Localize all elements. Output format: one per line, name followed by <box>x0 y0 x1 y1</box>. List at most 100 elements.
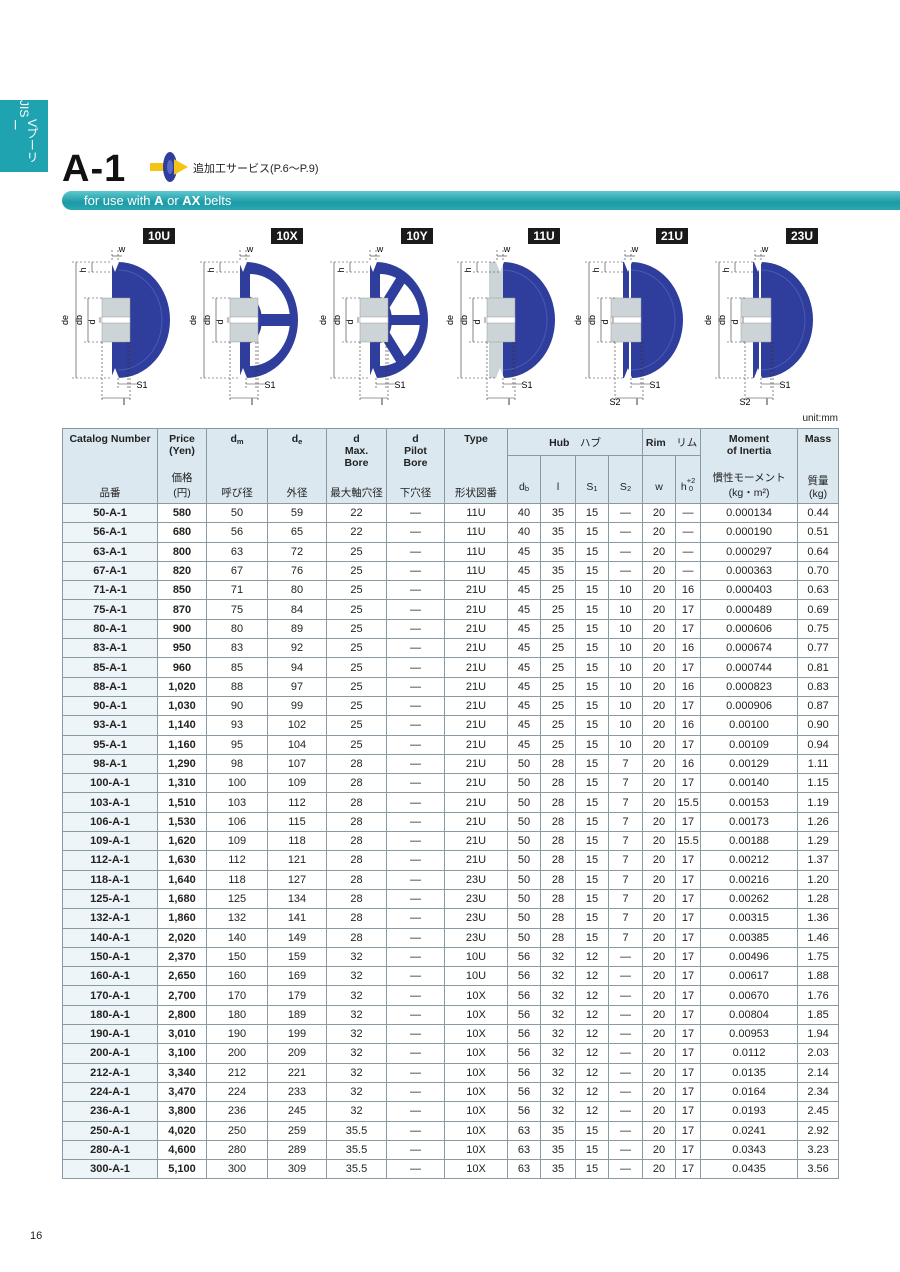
table-cell: 125-A-1 <box>62 888 158 910</box>
table-cell: 20 <box>642 1101 677 1122</box>
table-row: 56-A-1 680 56 65 22—11U 40 35 15—20—0.000190 0.5… <box>62 522 840 543</box>
table-cell: 32 <box>326 1081 387 1103</box>
header-box: Catalog Number 品番 <box>63 429 157 503</box>
table-cell: 140-A-1 <box>62 927 158 948</box>
table-cell: 0.90 <box>797 715 840 736</box>
table-cell: 17 <box>675 869 702 890</box>
table-cell: 109 <box>267 773 327 794</box>
table-cell: 32 <box>540 1043 576 1064</box>
table-cell: 83-A-1 <box>62 638 158 659</box>
table-cell: 212 <box>206 1062 268 1083</box>
table-cell: 32 <box>540 985 576 1006</box>
table-cell: 3,470 <box>157 1081 207 1103</box>
table-cell: 1,310 <box>157 773 207 794</box>
table-cell: 15 <box>575 888 609 910</box>
table-cell: 20 <box>642 618 677 640</box>
table-cell: 0.77 <box>797 638 840 659</box>
table-cell: 32 <box>540 1062 576 1083</box>
table-cell: 125 <box>206 888 268 910</box>
table-cell: 20 <box>642 773 677 794</box>
table-cell: 90-A-1 <box>62 695 158 717</box>
table-cell: 2.14 <box>797 1062 840 1083</box>
table-cell: 25 <box>540 695 576 717</box>
table-row: 300-A-1 5,100 300 309 35.5—10X 63 35 15—20 17 0.0… <box>62 1159 840 1180</box>
groove <box>624 262 632 272</box>
table-cell: 99 <box>267 695 327 717</box>
table-cell: — <box>386 792 445 813</box>
table-cell: — <box>386 522 445 543</box>
table-cell: 15 <box>575 1139 609 1161</box>
table-cell: 209 <box>267 1043 327 1064</box>
table-cell: 35 <box>540 1139 576 1161</box>
table-cell: 71-A-1 <box>62 580 158 601</box>
table-cell: 50 <box>206 502 268 524</box>
table-cell: 84 <box>267 599 327 620</box>
table-cell: 20 <box>642 946 677 968</box>
table-cell: 10 <box>607 695 644 717</box>
table-cell: 10X <box>444 1024 508 1045</box>
table-cell: 20 <box>642 1004 677 1026</box>
table-cell: 23U <box>444 927 508 948</box>
table-cell: 45 <box>507 638 541 659</box>
table-cell: 1.37 <box>797 850 840 871</box>
groove <box>111 368 119 378</box>
table-cell: 10 <box>607 580 644 601</box>
table-cell: 0.0193 <box>700 1101 799 1122</box>
diagram-tag <box>401 228 433 244</box>
header-line: 形状図番 <box>455 487 497 499</box>
column-header: de 外径 <box>267 428 327 504</box>
table-cell: 950 <box>157 638 207 659</box>
table-cell: 0.00496 <box>700 946 799 968</box>
header-line: Max. <box>344 445 369 457</box>
table-cell: 0.0164 <box>700 1081 799 1103</box>
table-cell: 0.00188 <box>700 831 799 852</box>
groove <box>754 368 762 378</box>
table-cell: 0.00109 <box>700 734 799 755</box>
table-row: 250-A-1 4,020 250 259 35.5—10X 63 35 15—20 17 0.0… <box>62 1120 840 1141</box>
column-header: Moment of Inertia 慣性モーメント (kg・m²) <box>700 428 799 504</box>
table-cell: 580 <box>157 502 207 524</box>
table-cell: 12 <box>575 1004 609 1026</box>
table-cell: 7 <box>607 869 644 890</box>
table-cell: 7 <box>607 773 644 794</box>
table-cell: 17 <box>675 1101 702 1122</box>
table-cell: — <box>386 618 445 640</box>
table-cell: 56 <box>507 966 541 987</box>
table-cell: 32 <box>540 1024 576 1045</box>
table-cell: 25 <box>326 541 387 562</box>
table-cell: 221 <box>267 1062 327 1083</box>
table-cell: 32 <box>540 1004 576 1026</box>
header-line: Catalog Number <box>69 433 151 445</box>
table-cell: 236-A-1 <box>62 1101 158 1122</box>
table-cell: 10 <box>607 676 644 697</box>
table-cell: 15 <box>575 927 609 948</box>
table-cell: 32 <box>326 985 387 1006</box>
subtitle-text: or <box>163 193 183 208</box>
table-cell: 0.69 <box>797 599 840 620</box>
group-title: Hub ハブ <box>508 429 642 455</box>
table-cell: 56 <box>507 946 541 968</box>
group-ja: ハブ <box>579 437 601 449</box>
table-cell: 56 <box>507 1004 541 1026</box>
header-row: Catalog Number 品番 Price (Yen) 価格 (円) dm 呼び径 de 外径… <box>62 427 840 504</box>
subtitle: for use with A or AX belts <box>84 193 231 208</box>
table-cell: 1.11 <box>797 753 840 775</box>
column-header: Type 形状図番 <box>444 428 508 504</box>
table-cell: 28 <box>326 888 387 910</box>
table-cell: 50 <box>507 850 541 871</box>
table-cell: 15 <box>575 734 609 755</box>
table-cell: 0.63 <box>797 580 840 601</box>
table-cell: 179 <box>267 985 327 1006</box>
table-cell: 0.000190 <box>700 522 799 543</box>
header-text: Catalog Number <box>63 433 157 445</box>
table-cell: 40 <box>507 522 541 543</box>
table-cell: — <box>675 522 702 543</box>
header-box: Moment of Inertia 慣性モーメント (kg・m²) <box>701 429 797 503</box>
table-row: 212-A-1 3,340 212 221 32—10X 56 32 12—20 17 0.013… <box>62 1062 840 1083</box>
table-cell: 88-A-1 <box>62 676 158 697</box>
table-cell: 15 <box>575 560 609 582</box>
table-cell: — <box>386 502 445 524</box>
